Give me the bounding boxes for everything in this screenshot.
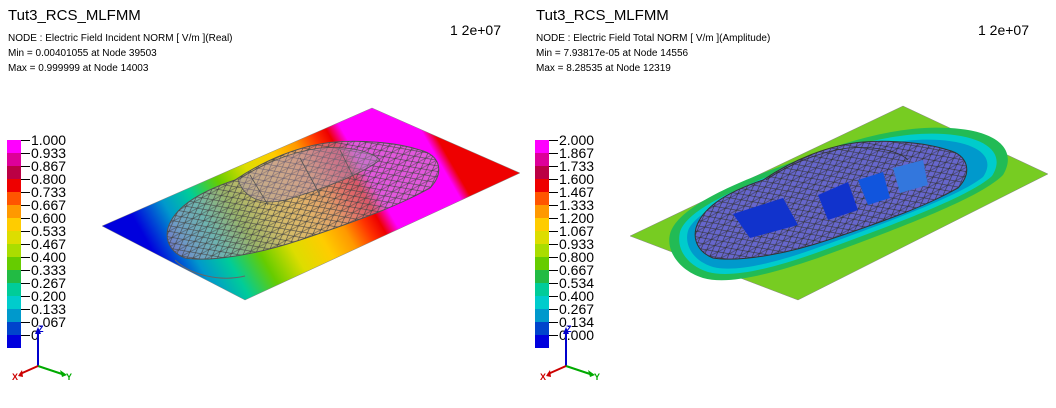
model-scene[interactable]	[0, 0, 528, 408]
legend-swatch	[7, 179, 21, 192]
legend-swatch	[7, 270, 21, 283]
legend-swatch	[7, 296, 21, 309]
legend-label: 0.400	[31, 249, 67, 265]
legend-label: 0	[31, 327, 39, 343]
legend-swatch	[535, 322, 549, 335]
legend-label: 0.267	[559, 301, 595, 317]
legend-swatch	[535, 140, 549, 153]
result-description: NODE : Electric Field Total NORM [ V/m ]…	[536, 33, 771, 44]
legend-swatch	[535, 153, 549, 166]
legend-label: 0.067	[31, 314, 67, 330]
legend-label: 0.933	[31, 145, 67, 161]
car-mesh	[694, 140, 968, 260]
legend-label: 0.800	[559, 249, 595, 265]
legend-swatch	[7, 244, 21, 257]
legend-swatch	[535, 257, 549, 270]
legend-label: 0.533	[31, 223, 67, 239]
legend-label: 0.400	[559, 288, 595, 304]
min-value-text: Min = 7.93817e-05 at Node 14556	[536, 48, 689, 59]
legend-swatch	[535, 296, 549, 309]
legend-swatch	[7, 309, 21, 322]
frequency-label: 1 2e+07	[978, 22, 1029, 38]
legend-swatch	[535, 192, 549, 205]
legend-label: 1.467	[559, 184, 595, 200]
legend-swatch	[7, 283, 21, 296]
model-title: Tut3_RCS_MLFMM	[8, 7, 141, 24]
x-axis-label: X	[12, 372, 19, 382]
legend-swatch	[7, 231, 21, 244]
max-value-text: Max = 8.28535 at Node 12319	[536, 63, 671, 74]
legend-swatch	[535, 231, 549, 244]
legend-swatch	[7, 257, 21, 270]
legend-swatch	[7, 218, 21, 231]
legend-swatch	[7, 166, 21, 179]
legend-label: 0.333	[31, 262, 67, 278]
legend-swatch	[7, 335, 21, 348]
legend-swatch	[535, 270, 549, 283]
legend-label: 0.667	[559, 262, 595, 278]
legend-label: 0.667	[31, 197, 67, 213]
legend-swatch	[535, 179, 549, 192]
legend-swatch	[7, 140, 21, 153]
legend-label: 0.600	[31, 210, 67, 226]
legend-swatch	[535, 218, 549, 231]
legend-label: 0.134	[559, 314, 595, 330]
legend-label: 0.867	[31, 158, 67, 174]
y-axis-label: Y	[594, 372, 601, 382]
legend-label: 1.067	[559, 223, 595, 239]
right-viewport[interactable]: Tut3_RCS_MLFMM NODE : Electric Field Tot…	[528, 0, 1056, 408]
legend-label: 2.000	[559, 132, 595, 148]
legend-swatch	[7, 205, 21, 218]
legend-label: 1.333	[559, 197, 595, 213]
legend-label: 0.933	[559, 236, 595, 252]
legend-label: 0.800	[31, 171, 67, 187]
z-axis-label: Z	[38, 324, 44, 334]
legend-label: 0.534	[559, 275, 595, 291]
legend-swatch	[535, 244, 549, 257]
legend-swatch	[535, 205, 549, 218]
legend-label: 1.733	[559, 158, 595, 174]
model-scene[interactable]	[528, 0, 1056, 408]
legend-label: 1.200	[559, 210, 595, 226]
axis-triad	[546, 327, 595, 377]
car-mesh	[166, 140, 440, 279]
min-value-text: Min = 0.00401055 at Node 39503	[8, 48, 157, 59]
frequency-label: 1 2e+07	[450, 22, 501, 38]
z-axis-label: Z	[566, 324, 572, 334]
y-axis-label: Y	[66, 372, 73, 382]
max-value-text: Max = 0.999999 at Node 14003	[8, 63, 149, 74]
legend-label: 0.733	[31, 184, 67, 200]
legend-swatch	[7, 322, 21, 335]
legend-label: 1.867	[559, 145, 595, 161]
axis-triad	[18, 327, 67, 377]
legend-label: 0.200	[31, 288, 67, 304]
legend-swatch	[535, 166, 549, 179]
legend-swatch	[535, 335, 549, 348]
legend-label: 0.267	[31, 275, 67, 291]
legend-label: 0.467	[31, 236, 67, 252]
model-title: Tut3_RCS_MLFMM	[536, 7, 669, 24]
result-description: NODE : Electric Field Incident NORM [ V/…	[8, 33, 233, 44]
legend-label: 0.133	[31, 301, 67, 317]
legend-swatch	[535, 309, 549, 322]
left-viewport[interactable]: Tut3_RCS_MLFMM NODE : Electric Field Inc…	[0, 0, 528, 408]
x-axis-label: X	[540, 372, 547, 382]
legend-swatch	[7, 153, 21, 166]
legend-swatch	[535, 283, 549, 296]
legend-swatch	[7, 192, 21, 205]
legend-label: 1.000	[31, 132, 67, 148]
legend-label: 1.600	[559, 171, 595, 187]
